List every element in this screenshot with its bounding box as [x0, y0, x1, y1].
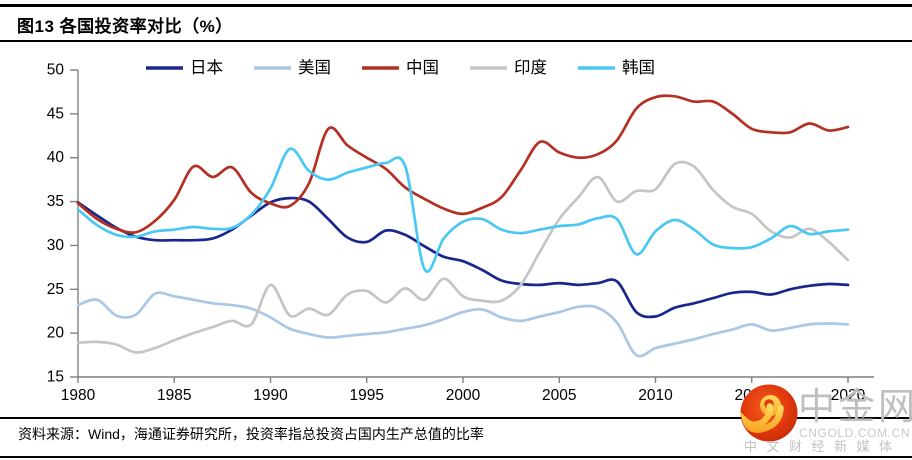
- legend-item-usa: 美国: [254, 58, 331, 77]
- legend-item-china: 中国: [362, 58, 439, 77]
- y-tick-label: 50: [47, 62, 65, 79]
- x-tick-label: 1985: [157, 387, 191, 404]
- bottom-rule: [0, 456, 912, 458]
- y-tick-label: 25: [47, 281, 64, 298]
- source-note: 资料来源：Wind，海通证券研究所，投资率指总投资占国内生产总值的比率: [18, 426, 484, 442]
- x-tick-label: 1980: [61, 387, 96, 404]
- series-line-china: [76, 94, 850, 234]
- y-tick-label: 40: [47, 149, 65, 166]
- top-rule: [0, 4, 912, 7]
- figure-title: 图13 各国投资率对比（%）: [17, 17, 233, 36]
- title-divider: [0, 40, 912, 42]
- legend-item-japan: 日本: [146, 58, 223, 77]
- source-divider: [0, 417, 912, 419]
- cngold-logo-icon: [739, 384, 798, 442]
- x-tick-label: 2010: [638, 387, 673, 404]
- series-line-korea: [76, 147, 850, 273]
- legend-label-korea: 韩国: [622, 58, 655, 77]
- x-tick-label: 2005: [542, 387, 576, 404]
- watermark-brand: 中金网: [798, 386, 912, 427]
- x-tick-label: 2020: [831, 387, 866, 404]
- legend-label-japan: 日本: [190, 58, 223, 77]
- x-tick-label: 2000: [446, 387, 481, 404]
- legend-item-india: 印度: [470, 58, 547, 77]
- watermark-domain: CNGOLD.COM.CN: [799, 426, 911, 440]
- y-tick-label: 15: [47, 369, 64, 386]
- x-tick-label: 1990: [253, 387, 288, 404]
- series-line-india: [76, 160, 850, 354]
- legend-item-korea: 韩国: [578, 58, 655, 77]
- series-line-japan: [76, 196, 850, 319]
- x-tick-label: 1995: [350, 387, 384, 404]
- y-tick-label: 20: [47, 325, 65, 342]
- y-tick-label: 30: [47, 237, 65, 254]
- y-tick-label: 35: [47, 193, 64, 210]
- y-tick-label: 45: [47, 105, 64, 122]
- legend-label-india: 印度: [514, 58, 547, 77]
- legend-label-usa: 美国: [298, 58, 331, 77]
- legend-label-china: 中国: [406, 58, 439, 77]
- series-line-usa: [76, 291, 850, 358]
- watermark-tagline: 中文财经新媒体: [744, 439, 902, 454]
- logo-swirl-tail: [739, 403, 784, 433]
